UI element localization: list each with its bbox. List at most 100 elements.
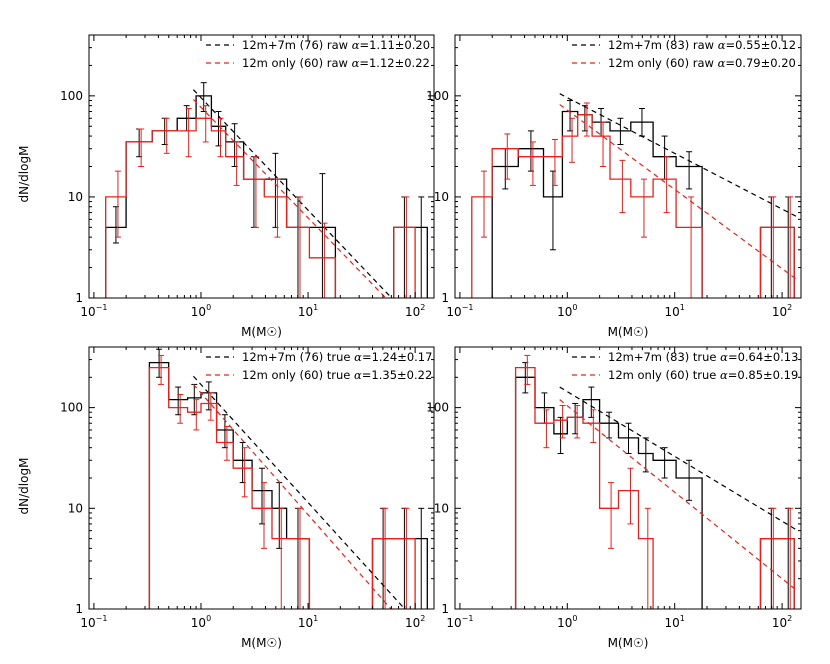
legend-alpha-symbol: α [720, 368, 728, 382]
legend-alpha-value: =1.24±0.17 [362, 350, 432, 364]
x-tick-label: 102 [772, 614, 792, 630]
error-bar [241, 447, 248, 498]
x-tick-label-base: 10 [405, 305, 420, 319]
x-tick-label-exponent: 1 [680, 614, 685, 623]
plot-area [105, 82, 428, 298]
plot-area [148, 348, 428, 609]
error-bar [551, 138, 558, 186]
x-tick-label-base: 10 [772, 305, 787, 319]
plot-area [471, 93, 799, 298]
legend-label-text: 12m+7m (83) true [608, 350, 720, 364]
error-bar [606, 411, 613, 439]
error-bar [274, 178, 281, 238]
error-bar [543, 409, 550, 449]
error-bar [261, 482, 268, 549]
legend-label-text: 12m only (60) raw [242, 56, 352, 70]
error-bar [418, 196, 425, 298]
error-bar [688, 196, 695, 298]
legend: 12m+7m (76) raw α=1.11±0.20 12m only (60)… [206, 38, 430, 70]
histogram-step [514, 376, 795, 609]
error-bar [770, 196, 777, 298]
series-red [148, 354, 416, 609]
error-bar [686, 151, 693, 190]
error-bar [770, 507, 777, 609]
legend-label: 12m+7m (83) raw α=0.55±0.12 [608, 38, 796, 52]
x-tick-label-exponent: 0 [572, 303, 577, 312]
series-black [514, 362, 799, 609]
x-tick-label: 100 [191, 303, 211, 319]
x-axis-label: M(M☉) [608, 325, 649, 339]
series-red [105, 99, 416, 298]
x-tick-label-exponent: 2 [420, 614, 425, 623]
legend-alpha-value: =1.11±0.20 [360, 38, 430, 52]
x-tick-label: 100 [191, 614, 211, 630]
legend-alpha-symbol: α [718, 38, 726, 52]
error-bar [787, 507, 794, 609]
legend-alpha-symbol: α [720, 350, 728, 364]
error-bar [559, 404, 566, 439]
y-tick-label: 100 [60, 89, 83, 103]
error-bar [600, 121, 607, 167]
error-bar [787, 196, 794, 298]
fit-line [192, 99, 387, 298]
legend-label-text: 12m+7m (76) true [242, 350, 354, 364]
error-bar [207, 392, 214, 421]
error-bar [202, 105, 209, 143]
legend-alpha-symbol: α [352, 38, 360, 52]
x-tick-label-exponent: 1 [313, 614, 318, 623]
x-tick-label-exponent: 2 [787, 614, 792, 623]
error-bar [574, 404, 581, 439]
series-black [491, 93, 799, 298]
error-bar [233, 141, 240, 186]
x-tick-label: 101 [665, 614, 685, 630]
error-bar [321, 222, 328, 298]
legend-alpha-symbol: α [354, 368, 362, 382]
series-red [471, 102, 799, 298]
error-bar [297, 196, 304, 298]
x-tick-label: 102 [405, 303, 425, 319]
x-tick-label-base: 10 [191, 616, 206, 630]
x-tick-label-exponent: 2 [787, 303, 792, 312]
error-bar [138, 128, 145, 167]
legend-alpha-symbol: α [354, 350, 362, 364]
error-bar [569, 117, 576, 163]
fit-line [192, 375, 406, 609]
error-bar [627, 467, 634, 525]
y-tick-label: 1 [441, 291, 449, 305]
x-tick-label-base: 10 [446, 305, 461, 319]
legend-label-text: 12m only (60) true [242, 368, 354, 382]
x-tick-label-exponent: −1 [462, 303, 474, 312]
fit-line [559, 104, 799, 281]
error-bar [481, 170, 488, 238]
x-tick-label-base: 10 [80, 616, 95, 630]
series-red [514, 354, 799, 609]
error-bar [644, 507, 651, 609]
error-bar [223, 425, 230, 461]
error-bar [418, 507, 425, 609]
x-tick-label-base: 10 [446, 616, 461, 630]
legend-label-text: 12m only (60) true [608, 368, 720, 382]
x-tick-label-base: 10 [80, 305, 95, 319]
legend-alpha-value: =0.79±0.20 [725, 56, 795, 70]
legend-label-text: 12m+7m (76) raw [242, 38, 352, 52]
legend-alpha-value: =1.35±0.22 [362, 368, 432, 382]
x-tick-label: 102 [772, 303, 792, 319]
legend-label-text: 12m only (60) raw [608, 56, 718, 70]
x-tick-label-exponent: 0 [206, 614, 211, 623]
x-tick-label-exponent: 2 [420, 303, 425, 312]
error-bar [403, 196, 410, 298]
x-tick-label-exponent: 0 [206, 303, 211, 312]
legend: 12m+7m (76) true α=1.24±0.17 12m only (60… [206, 350, 432, 382]
legend: 12m+7m (83) raw α=0.55±0.12 12m only (60)… [572, 38, 796, 70]
legend-alpha-value: =0.85±0.19 [728, 368, 798, 382]
x-tick-label: 10−1 [446, 614, 473, 630]
y-tick-label: 10 [68, 501, 83, 515]
error-bar [278, 507, 285, 609]
plot-area [514, 354, 799, 609]
error-bar [297, 507, 304, 609]
x-tick-label-base: 10 [665, 616, 680, 630]
